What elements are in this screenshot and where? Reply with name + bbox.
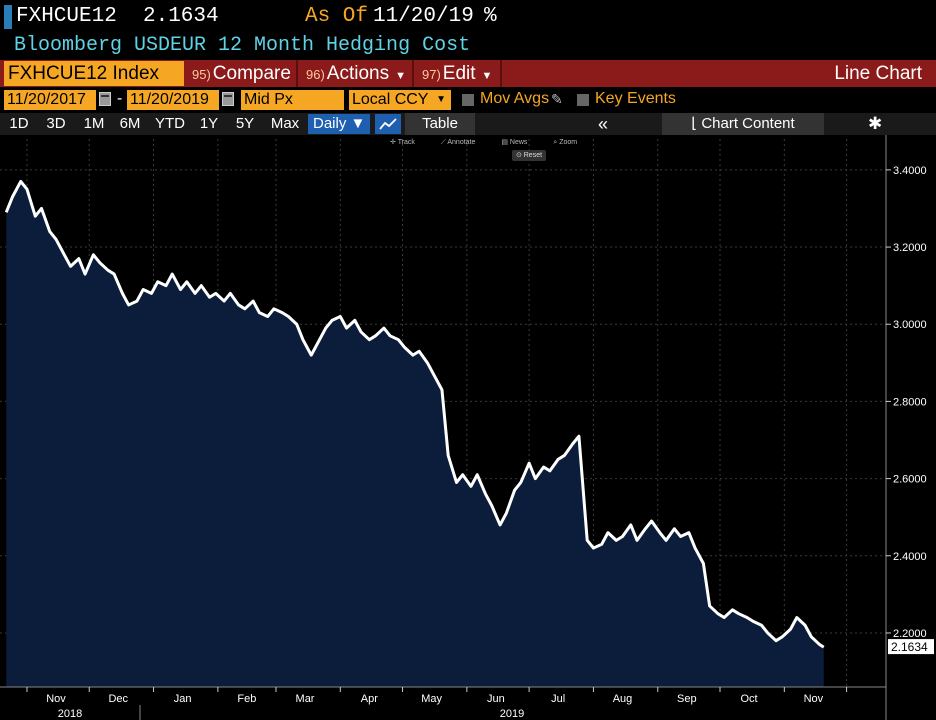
x-year-label: 2018 (58, 708, 82, 720)
track-tool[interactable]: ✛ Track (390, 139, 415, 146)
zoom-label: Zoom (559, 139, 578, 146)
x-tick-label: Sep (677, 693, 697, 705)
x-year-label: 2019 (500, 708, 524, 720)
security-marker (4, 5, 12, 29)
chevron-down-icon: ▼ (395, 70, 406, 82)
compare-number: 95) (192, 67, 211, 82)
chart-content-label: Chart Content (701, 115, 795, 132)
chart-content-icon: ⌊ (691, 115, 702, 132)
period-max[interactable]: Max (270, 115, 300, 132)
annotate-tool[interactable]: ⟋ Annotate (440, 139, 476, 146)
security-description: Bloomberg USDEUR 12 Month Hedging Cost (14, 34, 471, 57)
x-tick-label: Jan (174, 693, 192, 705)
period-toolbar: 1D 3D 1M 6M YTD 1Y 5Y Max Daily ▼ Table … (0, 113, 936, 135)
as-of-date: 11/20/19 (373, 5, 474, 28)
y-tick-label: 2.2000 (893, 628, 927, 640)
news-tool[interactable]: ▤ News (501, 139, 528, 146)
annotate-label: Annotate (447, 139, 476, 146)
currency-select[interactable]: Local CCY ▼ (349, 90, 451, 110)
actions-button[interactable]: 96) Actions ▼ (300, 60, 414, 87)
price-type-field[interactable]: Mid Px (241, 90, 344, 110)
x-tick-label: Feb (237, 693, 256, 705)
as-of-label: As Of (305, 5, 369, 28)
news-label: News (509, 139, 528, 146)
currency-value: Local CCY (352, 91, 429, 108)
calendar-icon[interactable] (222, 92, 234, 106)
calendar-icon[interactable] (99, 92, 111, 106)
y-tick-label: 2.6000 (893, 474, 927, 486)
end-date-field[interactable]: 11/20/2019 (127, 90, 219, 110)
ticker-symbol: FXHCUE12 (16, 5, 117, 28)
y-axis: 3.4000 3.2000 3.0000 2.8000 2.6000 2.4000 2.20… (885, 135, 927, 720)
x-tick-label: Aug (613, 693, 633, 705)
date-range-dash: - (117, 90, 123, 107)
period-1d[interactable]: 1D (9, 115, 29, 132)
security-index-field[interactable]: FXHCUE12 Index (4, 61, 184, 86)
x-tick-label: May (421, 693, 442, 705)
x-tick-label: Apr (361, 693, 378, 705)
table-button[interactable]: Table (405, 113, 475, 135)
track-label: Track (397, 139, 415, 146)
mov-avgs-checkbox[interactable] (462, 94, 474, 106)
chevron-down-icon: ▼ (481, 70, 493, 82)
reset-button[interactable]: ⊙ Reset (512, 150, 546, 161)
zoom-tool[interactable]: ⌕ Zoom (553, 139, 578, 146)
last-value-label: 2.1634 (888, 639, 934, 655)
y-tick-label: 3.4000 (893, 165, 927, 177)
period-1m[interactable]: 1M (83, 115, 105, 132)
x-tick-label: Jul (551, 693, 565, 705)
last-value-text: 2.1634 (891, 640, 928, 654)
last-value-box (888, 639, 934, 655)
collapse-icon[interactable]: « (598, 114, 609, 134)
key-events-label: Key Events (595, 90, 676, 107)
y-tick-label: 2.4000 (893, 551, 927, 563)
unit-label: % (484, 5, 497, 28)
x-tick-label: Jun (487, 693, 505, 705)
chart-content-button[interactable]: ⌊ Chart Content (662, 113, 824, 135)
x-tick-label: Oct (740, 693, 757, 705)
line-chart[interactable]: 3.4000 3.2000 3.0000 2.8000 2.6000 2.4000 2.20… (0, 135, 936, 720)
period-6m[interactable]: 6M (119, 115, 141, 132)
x-tick-label: Nov (46, 693, 66, 705)
start-date-field[interactable]: 11/20/2017 (4, 90, 96, 110)
x-axis: Nov Dec Jan Feb Mar Apr May Jun Jul Aug Sep Oct Nov 2… (0, 686, 886, 720)
x-tick-label: Dec (108, 693, 128, 705)
compare-label: Compare (212, 63, 291, 84)
mov-avgs-label: Mov Avgs (480, 90, 550, 107)
series-line (4, 179, 825, 649)
x-tick-label: Mar (296, 693, 315, 705)
line-chart-icon[interactable] (375, 114, 401, 134)
period-3d[interactable]: 3D (46, 115, 66, 132)
x-tick-label: Nov (804, 693, 824, 705)
y-tick-label: 3.2000 (893, 242, 927, 254)
edit-button[interactable]: 97) Edit ▼ (416, 60, 502, 87)
chart-tools: ✛ Track ⟋ Annotate ▤ News ⌕ Zoom (390, 138, 601, 147)
period-ytd[interactable]: YTD (155, 115, 185, 132)
period-5y[interactable]: 5Y (235, 115, 255, 132)
pencil-icon[interactable]: ✎ (551, 91, 563, 107)
last-price: 2.1634 (143, 5, 219, 28)
edit-number: 97) (422, 67, 441, 82)
reset-label: Reset (523, 152, 543, 159)
key-events-checkbox[interactable] (577, 94, 589, 106)
area-fill (6, 181, 824, 688)
command-toolbar: FXHCUE12 Index 95) Compare 96) Actions ▼ 97… (0, 60, 936, 87)
range-toolbar: 11/20/2017 - 11/20/2019 Mid Px Local CCY… (0, 89, 936, 111)
gear-icon[interactable]: ✱ (868, 114, 883, 133)
actions-label: Actions (326, 63, 390, 84)
period-1y[interactable]: 1Y (199, 115, 219, 132)
security-header: FXHCUE12 2.1634 As Of 11/20/19 % (0, 2, 936, 32)
y-tick-label: 3.0000 (893, 319, 927, 331)
compare-button[interactable]: 95) Compare (186, 60, 298, 87)
frequency-dropdown[interactable]: Daily ▼ (308, 114, 370, 134)
actions-number: 96) (306, 67, 325, 82)
edit-label: Edit (442, 63, 476, 84)
chart-type-label[interactable]: Line Chart (834, 63, 922, 84)
y-tick-label: 2.8000 (893, 396, 927, 408)
chevron-down-icon: ▼ (436, 94, 446, 105)
